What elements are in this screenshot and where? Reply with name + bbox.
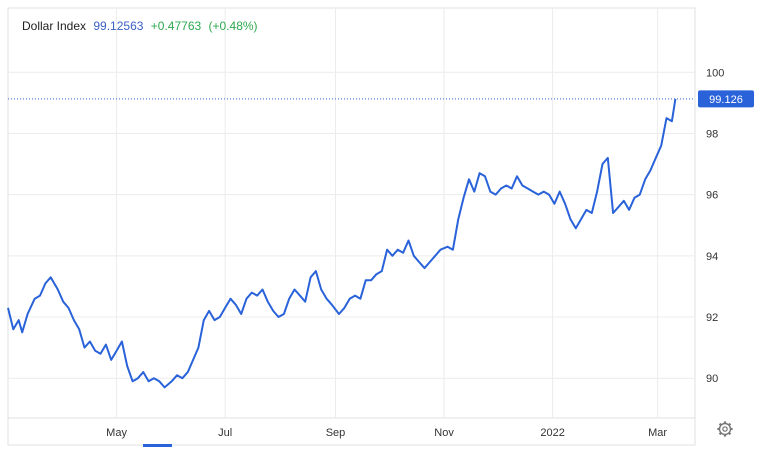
x-tick-label: Nov: [434, 427, 454, 439]
last-value-badge-bg: [698, 90, 754, 108]
series-line-dollar-index[interactable]: [7, 98, 677, 389]
gear-icon[interactable]: [717, 421, 733, 437]
y-tick-label: 92: [706, 312, 718, 324]
svg-text:Dollar Index 99.12563: Dollar Index 99.12563 +0.47763 (+0.48%): [22, 19, 258, 33]
y-tick-label: 90: [706, 373, 718, 385]
instrument-price: 99.12563: [93, 19, 143, 33]
y-tick-label: 98: [706, 128, 718, 140]
range-selector-handle[interactable]: [143, 444, 172, 447]
instrument-change: +0.47763: [151, 19, 202, 33]
x-tick-label: Jul: [218, 427, 232, 439]
instrument-name: Dollar Index: [22, 19, 86, 33]
x-tick-label: Mar: [648, 427, 667, 439]
x-tick-label: May: [106, 427, 127, 439]
last-value-label: 99.126: [709, 94, 743, 106]
last-value-badge: 99.126: [698, 90, 754, 108]
grid: [8, 8, 695, 419]
instrument-change-pct: (+0.48%): [209, 19, 258, 33]
x-tick-label: 2022: [540, 427, 564, 439]
x-axis: May Jul Sep Nov 2022 Mar: [106, 427, 667, 439]
x-tick-label: Sep: [326, 427, 346, 439]
y-tick-label: 100: [706, 67, 724, 79]
y-tick-label: 94: [706, 251, 718, 263]
y-axis: 90 92 94 96 98 100: [706, 67, 724, 385]
y-tick-label: 96: [706, 190, 718, 202]
plot-frame: [7, 7, 696, 446]
